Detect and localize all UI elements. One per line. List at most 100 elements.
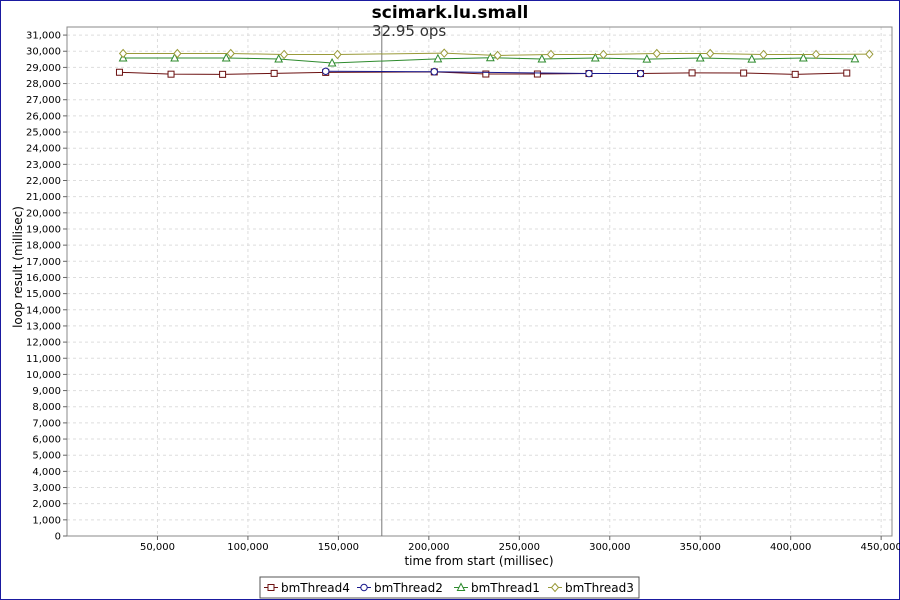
data-point-bmthread3 (173, 48, 182, 59)
data-point-bmthread3 (493, 50, 502, 61)
data-point-bmthread2 (636, 69, 645, 78)
x-tick-label: 150,000 (318, 542, 359, 553)
y-tick-label: 26,000 (26, 111, 61, 122)
data-point-bmthread1 (695, 52, 705, 62)
data-point-bmthread3 (706, 48, 715, 59)
y-tick-label: 16,000 (26, 273, 61, 284)
legend-marker-bmthread2 (360, 583, 368, 592)
data-point-bmthread4 (791, 70, 799, 78)
x-tick-label: 200,000 (408, 542, 449, 553)
y-tick-label: 19,000 (26, 224, 61, 235)
data-point-bmthread1 (537, 53, 547, 63)
y-tick-label: 20,000 (26, 208, 61, 219)
y-tick-label: 6,000 (32, 435, 61, 446)
y-tick-label: 25,000 (26, 128, 61, 139)
y-tick-label: 22,000 (26, 176, 61, 187)
data-point-bmthread1 (485, 52, 495, 62)
legend-label-bmthread3: bmThread3 (565, 581, 634, 595)
x-tick-label: 100,000 (227, 542, 268, 553)
data-point-bmthread4 (270, 69, 278, 77)
gridlines (67, 27, 892, 537)
data-point-bmthread4 (482, 70, 490, 78)
data-point-bmthread1 (221, 52, 231, 62)
data-point-bmthread3 (333, 49, 342, 60)
y-tick-label: 30,000 (26, 47, 61, 58)
data-point-bmthread3 (865, 49, 874, 59)
data-point-bmthread3 (546, 49, 556, 60)
series-layer (115, 48, 874, 78)
data-point-bmthread1 (642, 54, 652, 63)
legend-label-bmthread2: bmThread2 (374, 581, 443, 595)
data-point-bmthread3 (226, 48, 235, 59)
y-tick-label: 29,000 (26, 63, 61, 74)
data-point-bmthread1 (170, 52, 180, 62)
annotation-label: 32.95 ops (372, 22, 446, 40)
y-tick-label: 17,000 (26, 257, 61, 268)
y-tick-label: 23,000 (26, 160, 61, 171)
data-point-bmthread3 (118, 48, 128, 59)
data-point-bmthread1 (798, 52, 808, 62)
x-tick-label: 350,000 (680, 542, 721, 553)
series-line-bmthread3 (123, 52, 870, 56)
data-point-bmthread3 (811, 49, 821, 60)
x-tick-label: 300,000 (589, 542, 630, 553)
y-tick-label: 0 (55, 532, 61, 543)
data-point-bmthread4 (167, 70, 175, 78)
x-tick-label: 50,000 (140, 542, 175, 553)
data-point-bmthread1 (327, 57, 337, 67)
series-bmthread4 (115, 68, 851, 78)
chart-title: scimark.lu.small (372, 3, 529, 23)
x-tick-label: 250,000 (499, 542, 540, 553)
y-tick-label: 7,000 (32, 418, 61, 429)
x-axis-label: time from start (millisec) (404, 554, 553, 568)
y-tick-label: 31,000 (26, 31, 61, 42)
data-point-bmthread3 (279, 49, 289, 60)
data-point-bmthread4 (115, 68, 123, 76)
plot-area (66, 26, 893, 537)
y-tick-label: 10,000 (26, 370, 61, 381)
series-bmthread3 (118, 48, 874, 61)
y-tick-label: 12,000 (26, 338, 61, 349)
series-line-bmthread2 (325, 70, 641, 75)
series-bmthread1 (118, 52, 860, 67)
data-point-bmthread1 (274, 53, 284, 63)
y-tick-label: 28,000 (26, 79, 61, 90)
data-point-bmthread3 (440, 48, 449, 58)
y-tick-label: 27,000 (26, 95, 61, 106)
y-tick-label: 21,000 (26, 192, 61, 203)
data-point-bmthread2 (430, 68, 438, 76)
legend: bmThread4 bmThread2 bmThread1 bmThread3 (259, 576, 640, 599)
data-point-bmthread1 (590, 52, 600, 62)
series-line-bmthread1 (123, 57, 855, 64)
y-axis-label: loop result (millisec) (11, 206, 25, 328)
data-point-bmthread4 (740, 69, 748, 77)
series-line-bmthread4 (119, 71, 847, 75)
y-tick-label: 2,000 (32, 499, 61, 510)
y-tick-label: 4,000 (32, 467, 61, 478)
data-point-bmthread4 (688, 69, 696, 77)
legend-marker-bmthread3 (550, 582, 560, 593)
y-tick-label: 24,000 (26, 144, 61, 155)
data-point-bmthread1 (747, 54, 757, 63)
data-point-bmthread4 (843, 69, 851, 77)
y-tick-label: 8,000 (32, 402, 61, 413)
legend-box (259, 576, 640, 599)
y-tick-label: 9,000 (32, 386, 61, 397)
data-point-bmthread1 (433, 53, 443, 63)
y-tick-label: 3,000 (32, 483, 61, 494)
data-point-bmthread3 (759, 49, 768, 60)
y-tick-label: 18,000 (26, 241, 61, 252)
y-tick-label: 5,000 (32, 451, 61, 462)
data-point-bmthread2 (585, 69, 593, 78)
y-tick-label: 1,000 (32, 515, 61, 526)
x-tick-label: 400,000 (770, 542, 811, 553)
y-axis-ticks: 0 1,000 2,000 3,000 4,000 5,000 6,000 7,000 8,00… (26, 31, 67, 543)
series-bmthread2 (322, 67, 645, 78)
legend-label-bmthread4: bmThread4 (281, 581, 350, 595)
legend-label-bmthread1: bmThread1 (471, 581, 540, 595)
data-point-bmthread4 (533, 70, 541, 78)
x-axis-ticks: 50,000 100,000 150,000 200,000 250,000 300,00… (140, 536, 900, 553)
y-tick-label: 11,000 (26, 354, 61, 365)
